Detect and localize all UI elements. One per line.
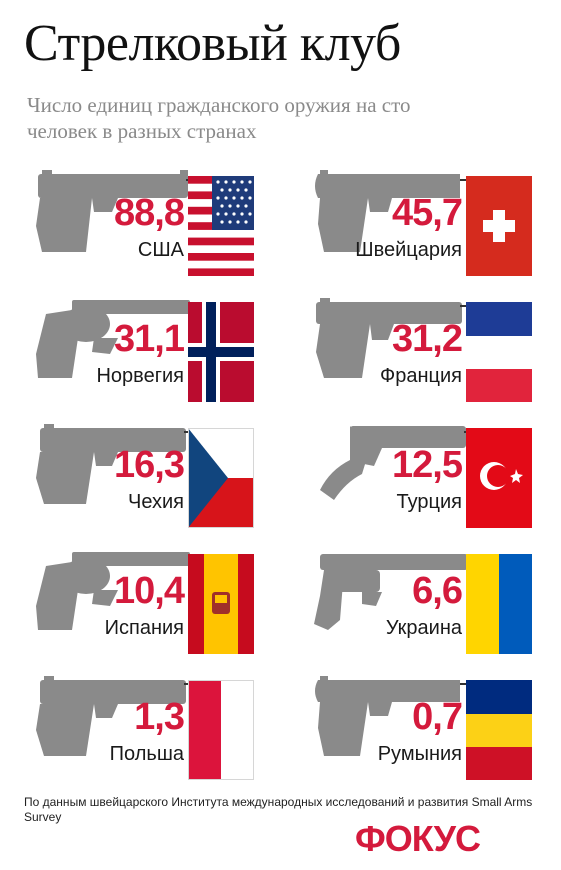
country-card-norway: 31,1 Норвегия [32,294,282,412]
fokus-logo: ФОКУС [355,818,481,859]
value-norway: 31,1 [114,318,185,360]
flag-france [466,302,532,402]
flag-switzerland [466,176,532,276]
country-card-usa: 88,8 США [32,168,282,286]
pistol-icon [36,424,212,504]
subtitle: Число единиц гражданского оружия на сто … [27,93,411,143]
derringer-icon [320,426,490,500]
pistol-icon [315,170,490,252]
country-usa: США [137,239,184,261]
country-turkey: Турция [396,491,462,513]
revolver-icon [36,552,212,630]
country-norway: Норвегия [96,365,184,387]
country-card-spain: 10,4 Испания [32,546,282,664]
page-title: Стрелковый клуб [24,15,401,72]
value-usa: 88,8 [114,192,185,234]
flag-poland [188,680,254,780]
value-czech: 16,3 [114,444,185,486]
pistol-icon [316,298,490,378]
country-romania: Румыния [377,743,462,765]
source-footnote: По данным швейцарского Института междуна… [24,795,533,824]
value-turkey: 12,5 [392,444,463,486]
value-poland: 1,3 [134,696,185,738]
flag-usa [188,176,254,276]
country-poland: Польша [109,743,184,765]
country-czech: Чехия [127,491,184,513]
pistol-icon [36,170,212,252]
value-ukraine: 6,6 [412,570,463,612]
country-card-turkey: 12,5 Турция [310,420,560,538]
country-card-romania: 0,7 Румыния [310,672,560,790]
country-card-france: 31,2 Франция [310,294,560,412]
country-card-ukraine: 6,6 Украина [310,546,560,664]
flag-spain [188,554,254,654]
value-switzerland: 45,7 [392,192,463,234]
flag-romania [466,680,532,780]
country-ukraine: Украина [385,617,462,639]
country-spain: Испания [104,617,184,639]
country-france: Франция [380,365,462,387]
flag-turkey [466,428,532,528]
country-card-poland: 1,3 Польша [32,672,282,790]
pistol-icon [36,676,212,756]
value-france: 31,2 [392,318,463,360]
value-spain: 10,4 [114,570,185,612]
flag-norway [188,302,254,402]
country-switzerland: Швейцария [355,239,462,261]
value-romania: 0,7 [412,696,463,738]
flag-czech [188,428,254,528]
country-card-switzerland: 45,7 Швейцария [310,168,560,286]
flag-ukraine [466,554,532,654]
revolver-icon [36,300,212,378]
country-card-czech: 16,3 Чехия [32,420,282,538]
